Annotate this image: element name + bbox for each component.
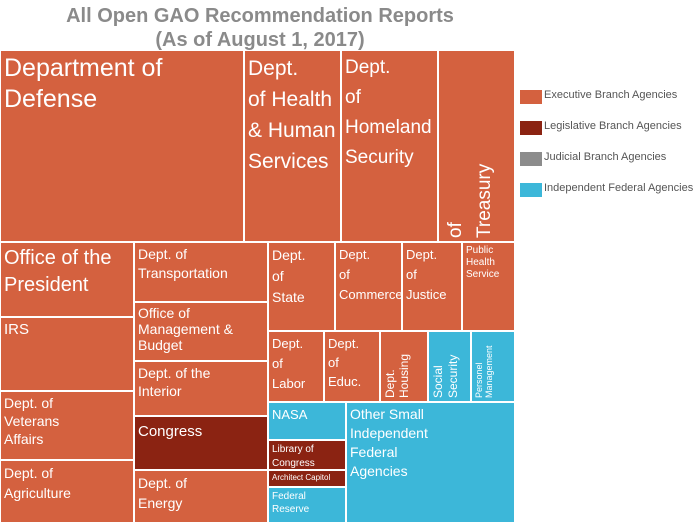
tile-label: Dept. of Treasury xyxy=(445,163,495,238)
tile-library-of-congress: Library of Congress xyxy=(268,440,346,470)
tile-label: Congress xyxy=(138,423,203,440)
tile-nasa: NASA xyxy=(268,402,346,440)
legend-label: Judicial Branch Agencies xyxy=(544,151,667,163)
tile-dept-of-treasury: Dept. of Treasury xyxy=(438,50,515,242)
tile-label: Dept. of Transportation xyxy=(138,246,228,281)
tile-label: Office of Management & Budget xyxy=(138,305,233,353)
tile-public-health-service: Public Health Service xyxy=(462,242,515,331)
tile-dept-of-commerce: Dept. of Commerce xyxy=(335,242,402,331)
tile-dept-of-labor: Dept. of Labor xyxy=(268,331,324,402)
tile-dept-of-veterans-affairs: Dept. of Veterans Affairs xyxy=(0,391,134,460)
tile-label: Other Small Independent Federal Agencies xyxy=(350,406,428,479)
tile-department-of-defense: Department of Defense xyxy=(0,50,244,242)
tile-dept-of-homeland-security: Dept. of Homeland Security xyxy=(341,50,438,242)
tile-other-small-independent-federal-agencies: Other Small Independent Federal Agencies xyxy=(346,402,515,523)
tile-label: Public Health Service xyxy=(466,245,500,280)
tile-dept-of-educ: Dept. of Educ. xyxy=(324,331,380,402)
tile-label: Dept. of Veterans Affairs xyxy=(4,395,60,447)
tile-label: Office of the President xyxy=(4,247,112,296)
legend-swatch xyxy=(520,152,542,166)
tile-label: Dept. of State xyxy=(272,247,306,305)
legend-label: Independent Federal Agencies xyxy=(544,182,694,194)
tile-social-security: Social Security xyxy=(428,331,471,402)
tile-office-of-management-budget: Office of Management & Budget xyxy=(134,302,268,361)
tile-label: IRS xyxy=(4,321,30,338)
tile-label: Architect Capitol xyxy=(272,473,331,482)
tile-label: Dept. of the Interior xyxy=(138,365,211,399)
tile-label: Dept. of Homeland Security xyxy=(345,57,432,168)
tile-label: Library of Congress xyxy=(272,444,315,469)
tile-label: Personel Management xyxy=(474,345,494,398)
tile-congress: Congress xyxy=(134,416,268,470)
tile-label: Dept. of Agriculture xyxy=(4,465,71,501)
chart-subtitle: (As of August 1, 2017) xyxy=(155,29,365,51)
tile-label: Federal Reserve xyxy=(272,491,310,515)
tile-label: Dept. of Educ. xyxy=(328,336,362,389)
legend-swatch xyxy=(520,183,542,197)
tile-label: Dept. Housing xyxy=(383,353,411,398)
tile-dept-of-the-interior: Dept. of the Interior xyxy=(134,361,268,416)
tile-dept-of-health-human-services: Dept. of Health & Human Services xyxy=(244,50,341,242)
tile-label: Dept. of Health & Human Services xyxy=(248,57,336,173)
chart-title-block: All Open GAO Recommendation Reports (As … xyxy=(0,4,520,52)
tile-dept-of-energy: Dept. of Energy xyxy=(134,470,268,523)
tile-dept-of-transportation: Dept. of Transportation xyxy=(134,242,268,302)
tile-dept-of-state: Dept. of State xyxy=(268,242,335,331)
tile-label: Dept. of Energy xyxy=(138,475,188,511)
legend-swatch xyxy=(520,90,542,104)
legend-label: Executive Branch Agencies xyxy=(544,89,678,101)
tile-federal-reserve: Federal Reserve xyxy=(268,487,346,523)
tile-label: Department of Defense xyxy=(4,54,163,113)
tile-label: Dept. of Labor xyxy=(272,336,306,391)
tile-label: Social Security xyxy=(431,354,460,398)
tile-label: NASA xyxy=(272,407,308,422)
legend-label: Legislative Branch Agencies xyxy=(544,120,682,132)
tile-dept-of-agriculture: Dept. of Agriculture xyxy=(0,460,134,523)
tile-irs: IRS xyxy=(0,317,134,391)
tile-label: Dept. of Justice xyxy=(406,247,447,302)
chart-title: All Open GAO Recommendation Reports xyxy=(66,5,454,27)
tile-personel-management: Personel Management xyxy=(471,331,515,402)
tile-label: Dept. of Commerce xyxy=(339,247,402,302)
tile-architect-capitol: Architect Capitol xyxy=(268,470,346,487)
tile-dept-of-justice: Dept. of Justice xyxy=(402,242,462,331)
tile-dept-housing: Dept. Housing xyxy=(380,331,428,402)
legend-swatch xyxy=(520,121,542,135)
tile-office-of-the-president: Office of the President xyxy=(0,242,134,317)
